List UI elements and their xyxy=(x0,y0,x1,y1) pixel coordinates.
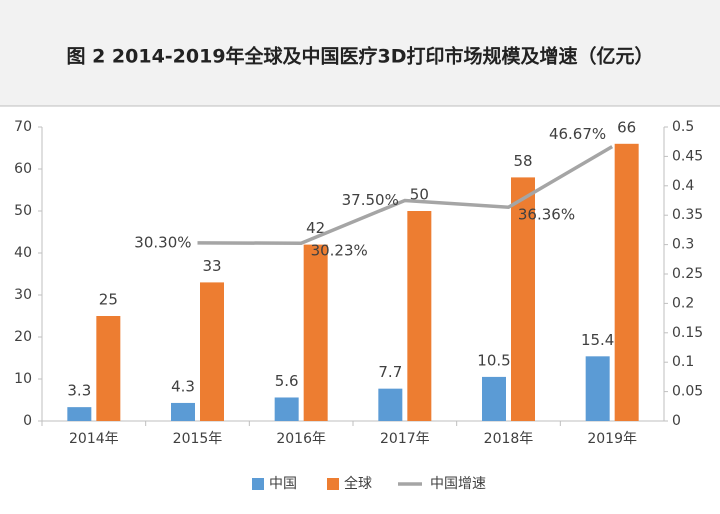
value-label: 33 xyxy=(202,257,221,275)
y-tick-label: 30 xyxy=(14,287,32,303)
line-value-label: 30.23% xyxy=(311,242,368,260)
y2-tick-label: 0.15 xyxy=(672,325,703,341)
y2-tick-label: 0.2 xyxy=(672,295,694,311)
value-label: 10.5 xyxy=(477,351,510,369)
x-tick-label: 2017年 xyxy=(380,431,430,447)
y-tick-label: 60 xyxy=(14,161,32,177)
y-tick-label: 0 xyxy=(23,413,32,429)
line xyxy=(197,145,614,245)
line-value-label: 36.36% xyxy=(518,206,575,224)
y2-tick-label: 0.3 xyxy=(672,237,694,253)
bar xyxy=(171,402,195,421)
bar xyxy=(274,397,299,421)
value-label: 7.7 xyxy=(378,363,402,381)
x-tick-label: 2015年 xyxy=(173,431,223,447)
bar xyxy=(482,376,506,421)
legend-label: 全球 xyxy=(344,475,372,492)
x-tick-label: 2018年 xyxy=(484,431,534,447)
y2-tick-label: 0.1 xyxy=(672,354,694,370)
bar xyxy=(200,282,224,421)
value-label: 5.6 xyxy=(275,372,299,390)
bar xyxy=(614,143,639,422)
bar xyxy=(585,356,610,421)
bar xyxy=(407,211,432,421)
y2-tick-label: 0 xyxy=(672,413,681,429)
y2-tick-label: 0.45 xyxy=(672,148,703,164)
value-label: 25 xyxy=(99,291,118,309)
value-label: 50 xyxy=(410,186,429,204)
y-tick-label: 70 xyxy=(14,119,32,135)
y2-tick-label: 0.5 xyxy=(672,119,694,135)
y2-tick-label: 0.05 xyxy=(672,384,703,400)
line-value-label: 37.50% xyxy=(342,191,399,209)
x-tick-label: 2014年 xyxy=(69,431,119,447)
x-tick-label: 2016年 xyxy=(276,431,326,447)
value-label: 15.4 xyxy=(581,331,614,349)
chart-title: 图 2 2014-2019年全球及中国医疗3D打印市场规模及增速（亿元） xyxy=(66,45,653,68)
bar xyxy=(511,177,535,421)
value-label: 42 xyxy=(306,219,325,237)
value-label: 58 xyxy=(513,152,532,170)
y2-tick-label: 0.35 xyxy=(672,207,703,223)
y2-tick-label: 0.4 xyxy=(672,178,694,194)
bar xyxy=(96,316,121,421)
y-tick-label: 40 xyxy=(14,245,32,261)
bar xyxy=(378,388,403,421)
legend-label: 中国增速 xyxy=(430,476,486,492)
y-tick-label: 50 xyxy=(14,203,32,219)
y-tick-label: 20 xyxy=(14,329,32,345)
value-label: 4.3 xyxy=(171,377,195,395)
legend-swatch xyxy=(252,478,264,490)
title-band xyxy=(0,0,720,106)
line-value-label: 46.67% xyxy=(549,125,606,143)
line-value-label: 30.30% xyxy=(134,233,191,251)
bar xyxy=(303,244,328,421)
bar xyxy=(67,407,92,421)
legend-label: 中国 xyxy=(269,476,297,492)
value-label: 66 xyxy=(617,118,636,136)
y2-tick-label: 0.25 xyxy=(672,266,703,282)
value-label: 3.3 xyxy=(67,382,91,400)
y-tick-label: 10 xyxy=(14,371,32,387)
x-tick-label: 2019年 xyxy=(587,431,637,447)
legend-swatch xyxy=(327,478,339,490)
